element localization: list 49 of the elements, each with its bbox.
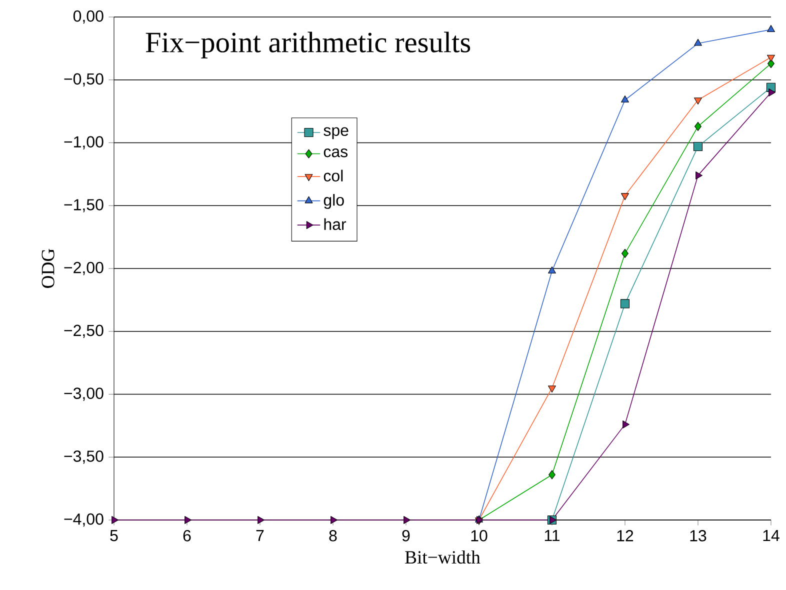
point <box>694 122 702 131</box>
point <box>548 386 556 392</box>
point <box>184 516 192 524</box>
x-tick-label: 13 <box>690 530 706 542</box>
x-tick-label: 14 <box>763 530 780 542</box>
point <box>767 54 775 62</box>
point <box>548 266 556 274</box>
x-tick-label: 10 <box>471 530 488 542</box>
point <box>258 516 265 524</box>
x-tick-label: 7 <box>256 530 264 542</box>
point <box>694 38 702 46</box>
x-tick-label: 5 <box>110 530 118 542</box>
point <box>330 516 338 524</box>
x-axis-title: Bit−width <box>405 550 480 564</box>
legend-label: spe <box>324 127 348 140</box>
point <box>694 98 702 105</box>
legend-label: cas <box>324 148 348 158</box>
point <box>621 95 629 102</box>
point <box>404 516 411 524</box>
x-tick-label: 6 <box>183 530 191 542</box>
legend-label: col <box>324 170 343 182</box>
point <box>767 25 775 32</box>
y-tick-label: 0,00 <box>73 10 104 24</box>
point <box>622 248 628 258</box>
point <box>768 88 776 96</box>
y-axis-title: ODG <box>42 248 54 288</box>
x-tick-label: 12 <box>617 530 634 542</box>
point <box>620 299 630 308</box>
x-tick-label: 9 <box>402 530 410 542</box>
x-tick-label: 8 <box>329 530 337 542</box>
point <box>112 516 119 524</box>
point <box>693 142 703 152</box>
y-tick-label: −1,50 <box>64 199 104 212</box>
point <box>696 171 703 180</box>
y-tick-label: −1,00 <box>64 136 104 150</box>
y-tick-label: −3,50 <box>64 450 104 464</box>
x-tick-label: 11 <box>544 530 560 542</box>
y-tick-label: −2,00 <box>64 262 104 276</box>
y-tick-label: −4,00 <box>64 513 104 527</box>
legend-label: har <box>324 218 346 230</box>
y-tick-label: −2,50 <box>64 324 104 338</box>
point <box>622 420 630 428</box>
point <box>548 470 556 480</box>
y-tick-label: −0,50 <box>64 73 104 86</box>
legend-label: glo <box>324 194 344 209</box>
y-tick-label: −3,00 <box>64 388 104 401</box>
point <box>621 193 629 200</box>
chart-title: Fix−point arithmetic results <box>146 32 470 58</box>
point <box>550 516 557 524</box>
